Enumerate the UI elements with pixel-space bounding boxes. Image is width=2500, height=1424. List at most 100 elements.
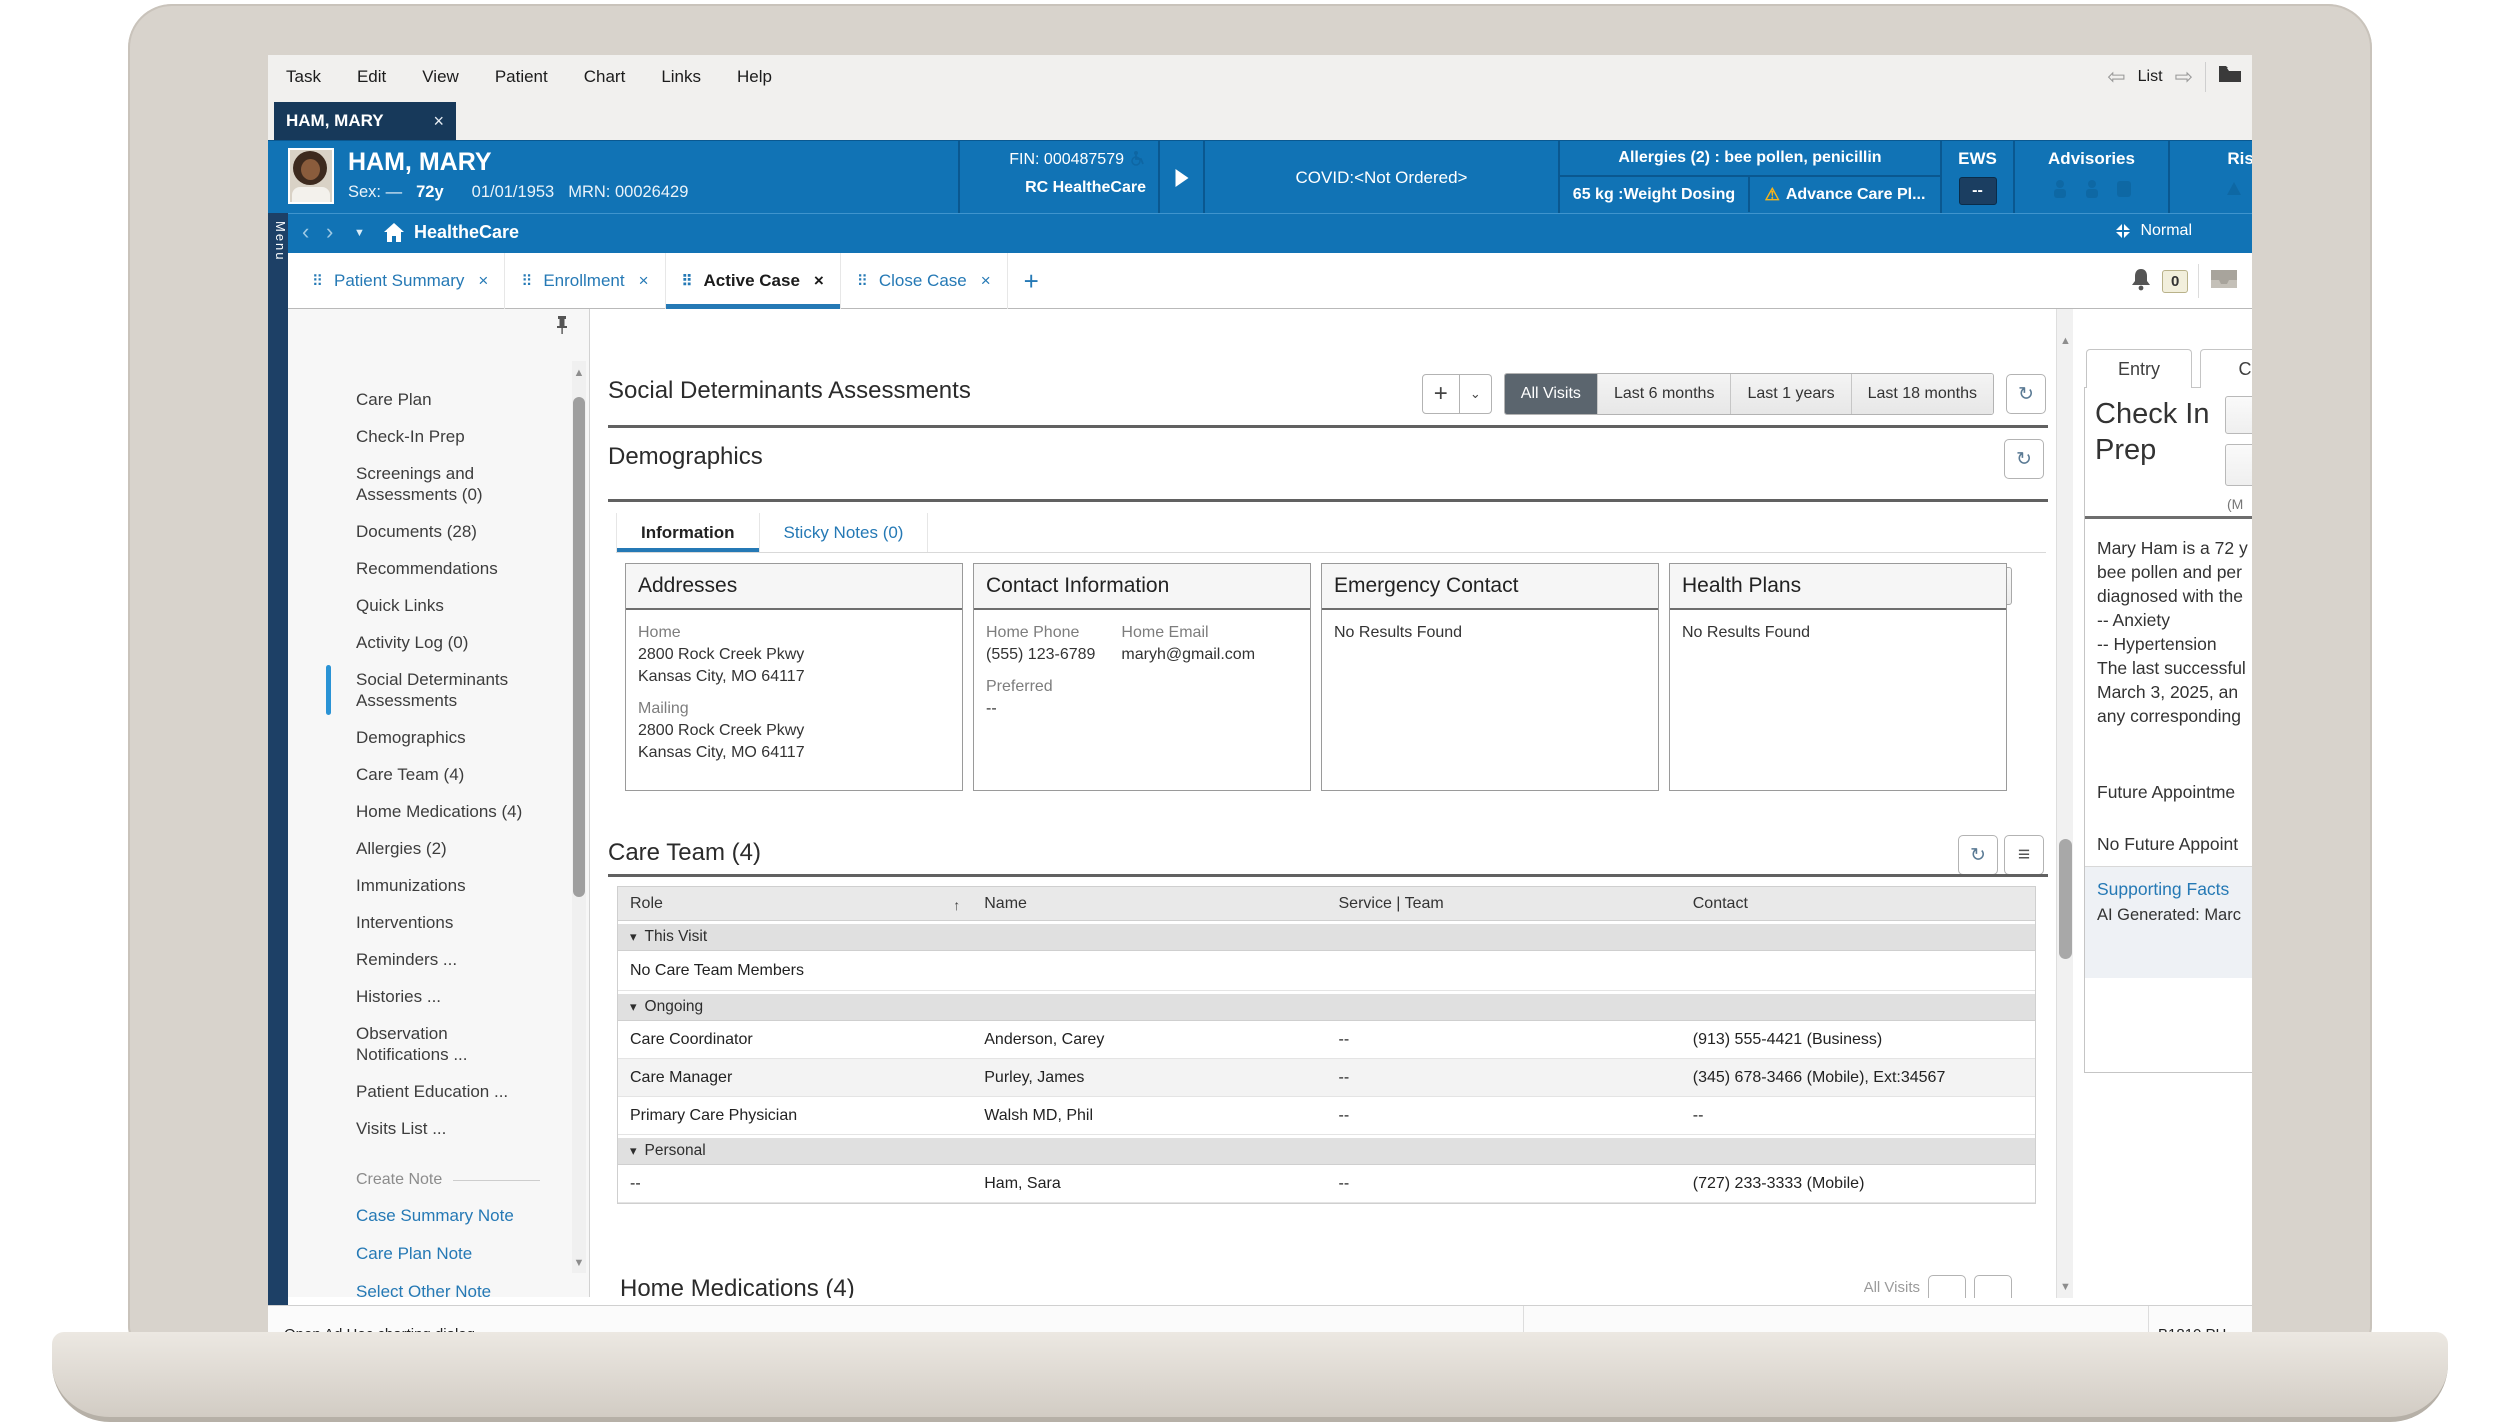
filter-all-visits[interactable]: All Visits	[1504, 374, 1597, 414]
sidebar-scrollbar[interactable]	[572, 361, 586, 1273]
tab-patient-summary[interactable]: ⠿ Patient Summary ×	[296, 253, 506, 309]
sidebar-item-quick-links[interactable]: Quick Links	[356, 596, 444, 615]
sidebar-item-histories[interactable]: Histories ...	[356, 987, 442, 1006]
sidebar-item-visits-list[interactable]: Visits List ...	[356, 1119, 447, 1138]
banner-expand-button[interactable]	[1158, 141, 1203, 214]
link-select-other-note[interactable]: Select Other Note	[356, 1282, 492, 1297]
filter-last-1-years[interactable]: Last 1 years	[1730, 374, 1851, 414]
table-row[interactable]: Primary Care Physician Walsh MD, Phil --…	[618, 1097, 2035, 1135]
filter-last-18-months[interactable]: Last 18 months	[1850, 374, 1993, 414]
group-this-visit[interactable]: ▾ This Visit	[618, 921, 2035, 951]
sidebar-item-reminders[interactable]: Reminders ...	[356, 950, 458, 969]
add-dropdown-button[interactable]: ⌄	[1459, 374, 1492, 414]
sidebar-item-observation-notifications[interactable]: Observation Notifications ...	[356, 1024, 468, 1064]
sidebar-item-home-medications[interactable]: Home Medications (4)	[356, 802, 523, 821]
pin-icon[interactable]	[555, 315, 569, 340]
table-row[interactable]: -- Ham, Sara -- (727) 233-3333 (Mobile)	[618, 1165, 2035, 1203]
refresh-icon[interactable]: ↻	[1958, 835, 1998, 875]
group-personal[interactable]: ▾ Personal	[618, 1135, 2035, 1165]
list-forward-icon[interactable]: ⇨	[2174, 63, 2193, 89]
panel-title: Check In Prep	[2095, 398, 2210, 466]
close-icon[interactable]: ×	[638, 271, 649, 290]
folder-icon[interactable]	[2218, 65, 2242, 88]
menu-icon[interactable]: ≡	[2004, 835, 2044, 875]
sidebar-item-documents[interactable]: Documents (28)	[356, 522, 477, 541]
collapsed-menu-strip[interactable]: Menu	[268, 213, 288, 1305]
menu-task[interactable]: Task	[286, 66, 321, 86]
sidebar-item-social-determinants[interactable]: Social Determinants Assessments	[288, 661, 560, 719]
refresh-icon[interactable]	[1928, 1275, 1966, 1298]
supporting-facts-link[interactable]: Supporting Facts	[2097, 879, 2230, 899]
refresh-icon[interactable]: ↻	[2004, 439, 2044, 479]
sidebar-item-patient-education[interactable]: Patient Education ...	[356, 1082, 509, 1101]
advance-care-plan[interactable]: ⚠ Advance Care Pl...	[1748, 177, 1940, 212]
link-case-summary-note[interactable]: Case Summary Note	[356, 1206, 514, 1225]
tab-entry[interactable]: Entry	[2086, 349, 2192, 388]
back-icon[interactable]: ‹	[302, 219, 310, 244]
drag-handle-icon[interactable]: ⠿	[521, 273, 532, 290]
column-contact[interactable]: Contact	[1692, 894, 1748, 912]
tab-clipped[interactable]: C	[2200, 349, 2252, 388]
tab-sticky-notes[interactable]: Sticky Notes (0)	[760, 513, 929, 553]
add-assessment-button[interactable]: +	[1421, 374, 1460, 414]
panel-button-clipped[interactable]	[2225, 444, 2252, 486]
refresh-icon[interactable]: ↻	[2006, 374, 2046, 414]
sidebar-item-check-in-prep[interactable]: Check-In Prep	[356, 427, 465, 446]
bell-icon[interactable]	[2130, 267, 2152, 296]
scroll-up-icon[interactable]: ▲	[573, 367, 585, 379]
group-ongoing[interactable]: ▾ Ongoing	[618, 991, 2035, 1021]
menu-edit[interactable]: Edit	[356, 66, 387, 86]
menu-view[interactable]: View	[422, 66, 459, 86]
filter-last-6-months[interactable]: Last 6 months	[1596, 374, 1731, 414]
link-care-plan-note[interactable]: Care Plan Note	[356, 1244, 473, 1263]
menu-links[interactable]: Links	[661, 66, 702, 86]
scrollbar-thumb[interactable]	[2059, 839, 2072, 959]
sidebar-item-care-team[interactable]: Care Team (4)	[356, 765, 465, 784]
sidebar-item-screenings[interactable]: Screenings and Assessments (0)	[356, 464, 483, 504]
table-row[interactable]: Care Coordinator Anderson, Carey -- (913…	[618, 1021, 2035, 1059]
scroll-up-icon[interactable]: ▲	[2060, 335, 2071, 347]
scroll-down-icon[interactable]: ▼	[2060, 1281, 2071, 1293]
add-tab-button[interactable]: +	[1023, 265, 1039, 296]
menu-patient[interactable]: Patient	[494, 66, 548, 86]
menu-help[interactable]: Help	[737, 66, 772, 86]
tab-close-case[interactable]: ⠿ Close Case ×	[841, 253, 1008, 309]
notification-count-badge[interactable]: 0	[2162, 269, 2189, 293]
sidebar-item-allergies[interactable]: Allergies (2)	[356, 839, 447, 858]
drag-handle-icon[interactable]: ⠿	[856, 273, 868, 290]
sidebar-item-immunizations[interactable]: Immunizations	[356, 876, 466, 895]
tab-active-case[interactable]: ⠿ Active Case ×	[665, 253, 841, 309]
scroll-down-icon[interactable]: ▼	[573, 1257, 585, 1269]
allergies-text[interactable]: Allergies (2) : bee pollen, penicillin	[1560, 141, 1940, 177]
main-scrollbar[interactable]: ▲ ▼	[2056, 309, 2073, 1298]
sidebar-item-activity-log[interactable]: Activity Log (0)	[356, 633, 469, 652]
forward-icon[interactable]: ›	[326, 219, 334, 244]
home-view-title[interactable]: HealtheCare	[414, 222, 520, 242]
close-icon[interactable]: ×	[980, 271, 991, 290]
table-row[interactable]: Care Manager Purley, James -- (345) 678-…	[618, 1059, 2035, 1097]
tab-information[interactable]: Information	[617, 513, 760, 553]
drag-handle-icon[interactable]: ⠿	[681, 273, 693, 290]
sidebar-item-interventions[interactable]: Interventions	[356, 913, 454, 932]
menu-chart[interactable]: Chart	[583, 66, 626, 86]
menu-icon[interactable]	[1974, 1275, 2012, 1298]
tab-enrollment[interactable]: ⠿ Enrollment ×	[505, 253, 666, 309]
column-service-team[interactable]: Service | Team	[1338, 894, 1444, 912]
drag-handle-icon[interactable]: ⠿	[312, 273, 323, 290]
close-icon[interactable]: ×	[478, 271, 489, 290]
sidebar-item-care-plan[interactable]: Care Plan	[356, 390, 432, 409]
view-mode-control[interactable]: Normal	[2114, 222, 2192, 240]
sidebar-item-recommendations[interactable]: Recommendations	[356, 559, 498, 578]
patient-chart-tab[interactable]: HAM, MARY ×	[274, 102, 456, 140]
ews-value-badge[interactable]: --	[1958, 177, 1997, 205]
panel-button-clipped[interactable]	[2225, 396, 2252, 434]
close-icon[interactable]: ×	[433, 110, 444, 131]
column-role[interactable]: Role ↑	[630, 894, 961, 913]
list-back-icon[interactable]: ⇦	[2107, 63, 2126, 89]
home-icon[interactable]	[384, 223, 404, 247]
column-name[interactable]: Name	[984, 894, 1027, 912]
history-dropdown-icon[interactable]: ▼	[354, 227, 365, 239]
inbox-icon[interactable]	[2209, 268, 2239, 295]
close-icon[interactable]: ×	[813, 271, 824, 290]
sidebar-item-demographics[interactable]: Demographics	[356, 728, 466, 747]
